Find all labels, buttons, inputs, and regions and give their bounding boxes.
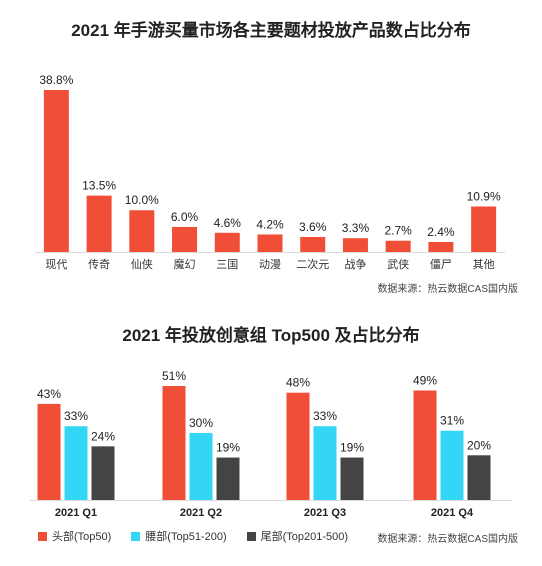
chart2-bar-2-1 <box>313 426 337 500</box>
chart1-value-label-7: 3.3% <box>342 221 370 235</box>
chart1-bar-7 <box>342 238 368 252</box>
chart2-bar-2-0 <box>286 392 310 500</box>
chart2-category-label-3: 2021 Q4 <box>431 507 474 519</box>
chart1-value-label-6: 3.6% <box>299 220 327 234</box>
chart1-value-label-8: 2.7% <box>385 224 413 238</box>
chart1-value-label-10: 10.9% <box>467 189 501 203</box>
chart2-bar-0-1 <box>64 426 88 500</box>
chart2-bar-1-0 <box>162 386 186 500</box>
chart2-bar-2-2 <box>340 457 364 500</box>
chart2-value-label-2-2: 19% <box>340 441 364 455</box>
legend-item-head: 头部(Top50) <box>38 528 111 544</box>
legend-label-tail: 尾部(Top201-500) <box>260 531 349 543</box>
chart2-value-label-1-2: 19% <box>216 441 240 455</box>
legend-swatch-head <box>38 531 47 541</box>
chart1-value-label-3: 6.0% <box>171 210 199 224</box>
chart2-bar-1-2 <box>216 457 240 500</box>
chart2-value-label-3-1: 31% <box>440 414 464 428</box>
chart1-bar-10 <box>471 206 497 252</box>
chart1-bar-5 <box>257 234 283 252</box>
chart2-value-label-2-1: 33% <box>313 409 337 423</box>
chart2-source: 数据来源：热云数据CAS国内版 <box>377 534 518 545</box>
chart2-value-label-3-2: 20% <box>467 438 491 452</box>
chart2-value-label-2-0: 48% <box>286 376 310 390</box>
chart1-category-label-0: 现代 <box>45 258 67 271</box>
chart1-category-label-10: 其他 <box>473 258 495 271</box>
chart2-value-label-0-2: 24% <box>91 429 115 443</box>
chart1-value-label-4: 4.6% <box>214 216 242 230</box>
chart2-value-label-1-0: 51% <box>162 369 186 383</box>
chart2-value-label-0-0: 43% <box>37 387 61 401</box>
legend-label-head: 头部(Top50) <box>52 531 112 543</box>
chart1-category-label-7: 战争 <box>344 257 366 271</box>
legend-label-waist: 腰部(Top51-200) <box>145 531 227 543</box>
chart1-value-label-0: 38.8% <box>39 73 73 87</box>
chart1-category-label-1: 传奇 <box>88 258 110 271</box>
chart2-bar-3-1 <box>440 430 464 500</box>
chart1-category-label-4: 三国 <box>216 258 238 271</box>
chart1-category-label-3: 魔幻 <box>174 257 196 271</box>
chart1-category-label-5: 动漫 <box>259 257 281 271</box>
chart1-bar-8 <box>385 240 411 252</box>
chart1-value-label-5: 4.2% <box>256 217 284 231</box>
chart1-bar-0 <box>43 90 69 252</box>
chart1-category-label-2: 仙侠 <box>131 258 153 271</box>
chart2-value-label-1-1: 30% <box>189 416 213 430</box>
chart1-bar-2 <box>129 210 155 252</box>
chart1-category-label-9: 僵尸 <box>430 258 452 271</box>
chart1-value-label-9: 2.4% <box>427 225 455 239</box>
chart1-source: 数据来源：热云数据CAS国内版 <box>377 284 518 295</box>
chart2-bar-0-0 <box>37 403 61 500</box>
chart1-category-label-8: 武侠 <box>387 258 409 271</box>
chart2-bar-1-1 <box>189 432 213 500</box>
chart1-value-label-1: 13.5% <box>82 179 116 193</box>
chart1-value-label-2: 10.0% <box>125 193 159 207</box>
chart1-bar-9 <box>428 241 454 252</box>
chart1-category-label-6: 二次元 <box>296 257 329 271</box>
chart1-svg: 38.8% 现代 13.5% 传奇 10.0% 仙侠 6.0% 魔幻 4.6% 三国 4.2% 动漫 3… <box>35 73 505 271</box>
chart2-bar-0-2 <box>91 446 115 500</box>
chart2-value-label-3-0: 49% <box>413 373 437 387</box>
chart2-category-label-0: 2021 Q1 <box>55 507 97 519</box>
chart2-bar-3-2 <box>467 455 491 500</box>
chart2-category-label-1: 2021 Q2 <box>180 507 222 519</box>
legend-item-waist: 腰部(Top51-200) <box>131 528 227 544</box>
legend-swatch-waist <box>131 531 141 541</box>
chart2-title: 2021 年投放创意组 Top500 及占比分布 <box>122 326 420 345</box>
chart1-bar-3 <box>172 226 198 252</box>
chart1-bar-1 <box>86 195 112 252</box>
chart2-legend: 头部(Top50) 腰部(Top51-200) 尾部(Top201-500) <box>38 528 348 544</box>
chart1-title: 2021 年手游买量市场各主要题材投放产品数占比分布 <box>71 21 471 40</box>
chart1-bar-4 <box>214 232 240 252</box>
chart2-category-label-2: 2021 Q3 <box>304 507 346 519</box>
chart2-value-label-0-1: 33% <box>64 409 88 423</box>
chart1-bar-6 <box>300 236 326 252</box>
legend-item-tail: 尾部(Top201-500) <box>246 528 349 544</box>
legend-swatch-tail <box>246 531 256 541</box>
chart2-bar-3-0 <box>413 390 437 500</box>
